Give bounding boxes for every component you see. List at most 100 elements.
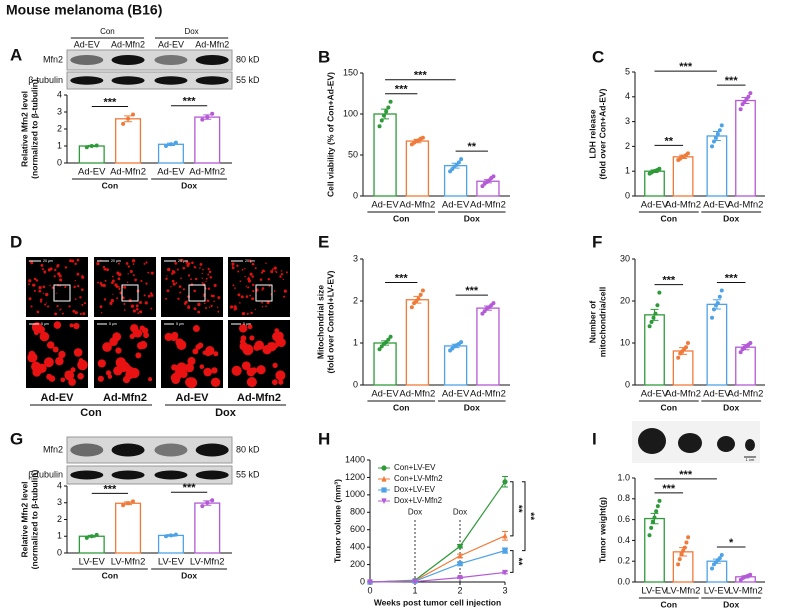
mito-dot bbox=[202, 268, 204, 271]
mito-dot bbox=[209, 276, 213, 279]
y-tick-label: 0 bbox=[57, 547, 62, 557]
y-tick-label: 3 bbox=[625, 116, 630, 126]
mito-blob bbox=[271, 379, 278, 386]
mito-dot bbox=[165, 277, 168, 281]
mito-dot bbox=[213, 300, 215, 303]
blot-lane-label: Ad-Mfn2 bbox=[195, 39, 229, 49]
mito-dot bbox=[245, 295, 249, 298]
mito-blob bbox=[43, 357, 54, 368]
bar bbox=[735, 346, 756, 386]
blot-strip bbox=[66, 465, 233, 485]
significance-label: *** bbox=[414, 70, 428, 82]
y-tick-label: 200 bbox=[350, 559, 365, 569]
mito-dot bbox=[179, 291, 182, 294]
mito-dot bbox=[204, 307, 207, 310]
tumor bbox=[638, 428, 666, 454]
inset-box bbox=[53, 284, 71, 302]
scale-label: 5 µm bbox=[176, 322, 184, 326]
y-tick-label: 400 bbox=[350, 542, 365, 552]
mito-blob bbox=[192, 348, 199, 355]
mito-dot bbox=[38, 286, 42, 290]
mito-dot bbox=[249, 272, 253, 276]
blot-lane-label: Ad-Mfn2 bbox=[111, 39, 145, 49]
y-axis-label: Relative Mfn2 level bbox=[19, 91, 29, 167]
mito-dot bbox=[286, 271, 288, 274]
mito-dot bbox=[100, 311, 103, 314]
mito-dot bbox=[268, 278, 270, 280]
mito-blob bbox=[109, 337, 118, 346]
mito-blob bbox=[60, 377, 66, 383]
x-tick-label: LV-EV bbox=[79, 557, 106, 568]
bar bbox=[157, 534, 184, 554]
mito-dot bbox=[194, 277, 198, 281]
data-point bbox=[654, 509, 659, 514]
mito-dot bbox=[46, 305, 50, 308]
image-lane-label: Ad-Mfn2 bbox=[103, 392, 147, 404]
data-point bbox=[164, 144, 168, 148]
mito-dot bbox=[28, 279, 32, 283]
bar bbox=[644, 517, 665, 583]
x-tick-label: Ad-EV bbox=[641, 389, 669, 400]
mito-dot bbox=[135, 304, 139, 308]
mito-dot bbox=[132, 274, 135, 277]
x-tick-label: LV-EV bbox=[641, 586, 668, 597]
significance-label: *** bbox=[679, 61, 693, 73]
data-point bbox=[121, 121, 126, 126]
mito-dot bbox=[38, 289, 42, 293]
mito-dot bbox=[193, 307, 197, 311]
data-point bbox=[713, 135, 718, 140]
legend-label: Dox+LV-EV bbox=[394, 485, 436, 494]
mito-blob bbox=[31, 322, 43, 333]
x-tick-label: 1 bbox=[412, 585, 417, 595]
bar bbox=[157, 143, 184, 164]
mito-dot bbox=[194, 267, 197, 269]
mito-blob bbox=[130, 324, 139, 333]
data-point bbox=[386, 105, 391, 110]
x-tick-label: Ad-Mfn2 bbox=[728, 200, 764, 211]
blot-strip bbox=[66, 49, 233, 71]
blot-size-label: 80 kD bbox=[236, 444, 260, 454]
data-point bbox=[94, 532, 99, 537]
x-tick-label: Ad-Mfn2 bbox=[399, 389, 435, 400]
mito-dot bbox=[208, 270, 212, 273]
data-point bbox=[715, 132, 720, 136]
bar bbox=[115, 118, 142, 164]
mito-dot bbox=[282, 278, 284, 280]
data-point bbox=[676, 355, 681, 360]
mito-blob bbox=[97, 359, 106, 368]
data-point bbox=[491, 301, 496, 306]
mito-dot bbox=[203, 302, 206, 305]
mito-dot bbox=[249, 294, 251, 297]
data-point bbox=[418, 292, 423, 297]
y-tick-label: 4 bbox=[57, 480, 62, 490]
blot-band bbox=[70, 443, 104, 457]
mito-dot bbox=[72, 309, 76, 313]
mito-dot bbox=[247, 279, 252, 283]
significance-label: *** bbox=[725, 75, 739, 87]
mito-dot bbox=[73, 285, 76, 289]
data-point bbox=[420, 135, 425, 140]
x-tick-label: Ad-EV bbox=[703, 389, 731, 400]
mito-dot bbox=[244, 275, 246, 278]
mito-dot bbox=[166, 275, 168, 277]
bar bbox=[644, 170, 665, 197]
mito-dot bbox=[231, 266, 235, 270]
mito-dot bbox=[77, 284, 80, 288]
mito-dot bbox=[240, 295, 244, 299]
mito-dot bbox=[247, 286, 250, 289]
mito-blob bbox=[199, 364, 205, 369]
x-tick-label: Ad-EV bbox=[641, 200, 669, 211]
data-point bbox=[748, 572, 753, 577]
mito-dot bbox=[60, 308, 62, 310]
significance-label: *** bbox=[183, 482, 197, 494]
data-point bbox=[459, 340, 464, 345]
mito-dot bbox=[121, 296, 125, 300]
x-tick-label: Ad-Mfn2 bbox=[728, 389, 764, 400]
mito-dot bbox=[191, 261, 194, 265]
scale-label: 20 µm bbox=[245, 259, 255, 263]
data-point bbox=[684, 540, 689, 545]
mito-dot bbox=[174, 261, 178, 265]
x-axis-label: Weeks post tumor cell injection bbox=[374, 597, 501, 607]
blot-band bbox=[111, 76, 145, 85]
data-point bbox=[377, 124, 382, 129]
